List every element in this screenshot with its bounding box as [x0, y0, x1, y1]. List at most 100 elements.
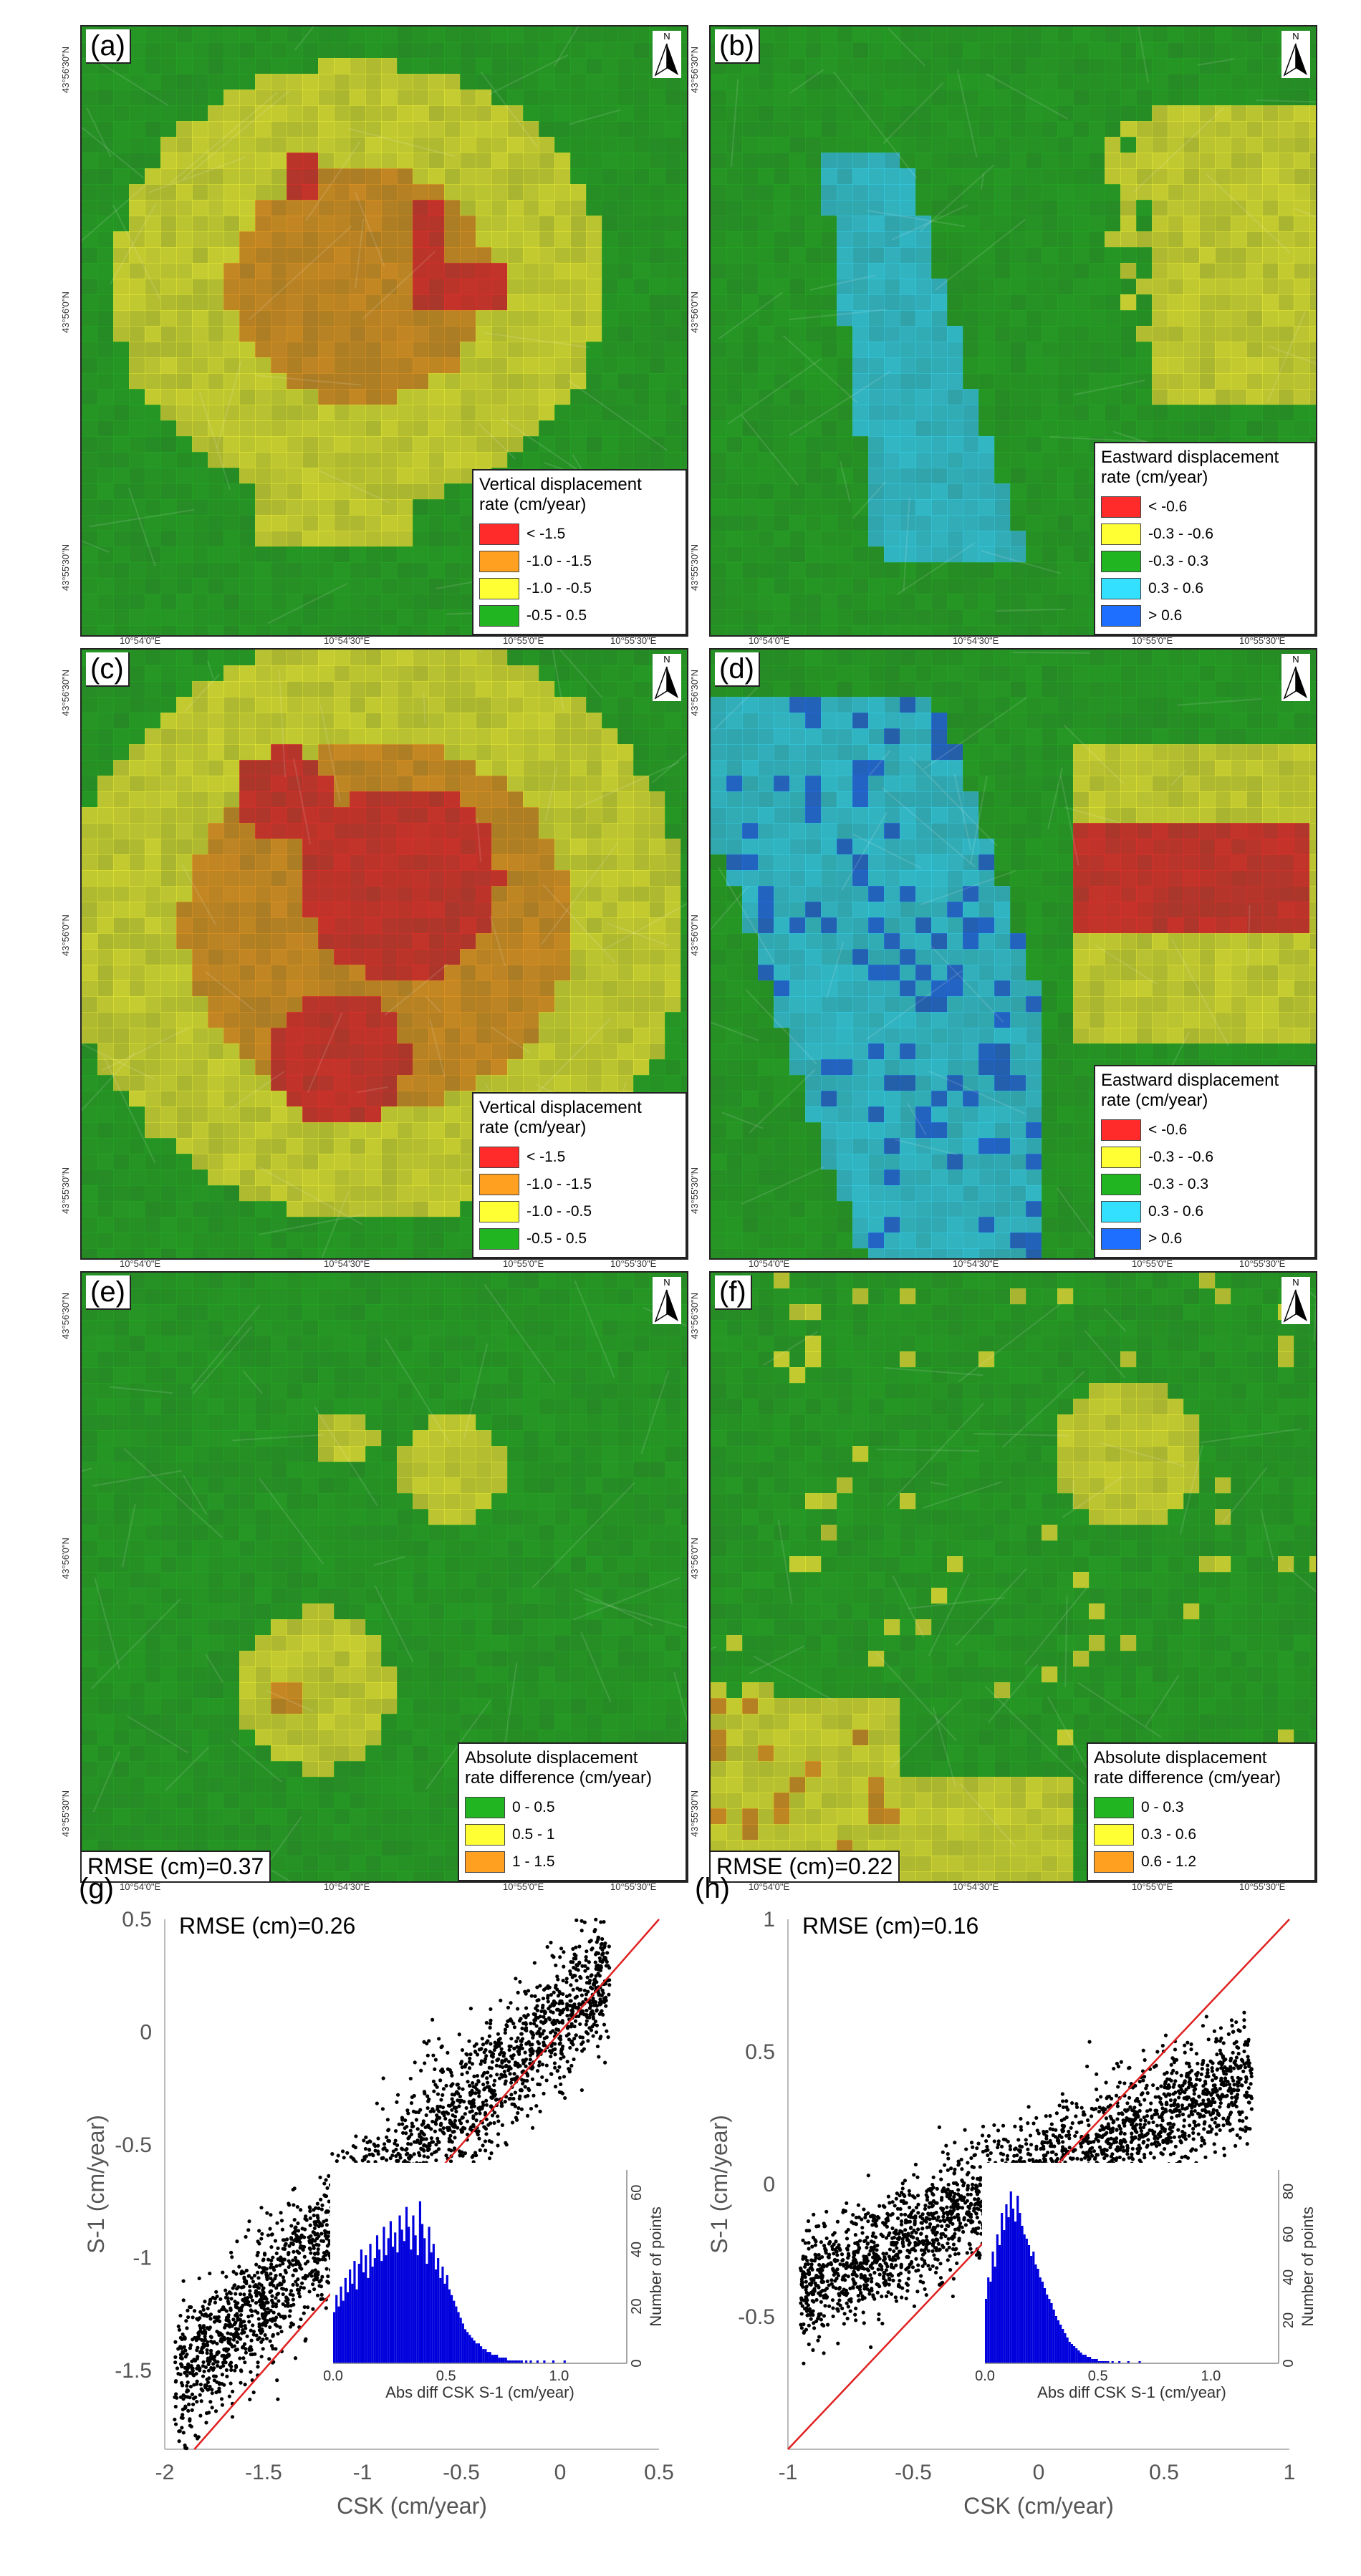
data-point — [173, 2422, 178, 2426]
data-point — [315, 2201, 319, 2206]
data-point — [196, 2355, 200, 2359]
data-point — [292, 2203, 296, 2207]
data-point — [601, 1991, 605, 1995]
data-point — [568, 1972, 573, 1977]
data-point — [395, 2143, 400, 2148]
histogram-bar — [432, 2244, 435, 2363]
data-point — [551, 2047, 555, 2052]
data-point — [476, 2080, 481, 2084]
data-point — [315, 2260, 319, 2265]
data-point — [1232, 2083, 1236, 2087]
data-point — [246, 2274, 251, 2278]
data-point — [867, 2252, 871, 2257]
data-point — [420, 2123, 424, 2127]
data-point — [299, 2285, 303, 2290]
histogram-bar — [423, 2238, 426, 2363]
data-point — [1247, 2100, 1251, 2105]
data-point — [218, 2365, 223, 2370]
data-point — [1242, 2018, 1246, 2022]
data-point — [883, 2271, 887, 2276]
data-point — [526, 2012, 530, 2017]
data-point — [592, 2022, 597, 2027]
histogram-bar — [425, 2264, 428, 2363]
data-point — [1079, 2141, 1083, 2146]
data-point — [179, 2355, 183, 2360]
data-point — [324, 2223, 329, 2227]
data-point — [271, 2266, 276, 2270]
data-point — [898, 2206, 903, 2211]
data-point — [894, 2263, 898, 2267]
data-point — [433, 2129, 437, 2133]
data-point — [959, 2157, 963, 2162]
data-point — [257, 2325, 261, 2329]
data-point — [500, 2059, 504, 2063]
data-point — [247, 2219, 251, 2224]
data-point — [572, 1952, 577, 1957]
data-point — [503, 2030, 507, 2035]
data-point — [595, 2004, 599, 2008]
data-point — [1125, 2152, 1130, 2156]
data-point — [490, 2113, 495, 2118]
data-point — [810, 2267, 814, 2272]
data-point — [319, 2232, 324, 2236]
data-point — [549, 2072, 554, 2076]
data-point — [524, 2026, 529, 2030]
data-point — [1090, 2146, 1095, 2150]
data-point — [951, 2294, 955, 2299]
histogram-bar — [394, 2232, 397, 2363]
data-point — [579, 2088, 584, 2093]
data-point — [819, 2312, 823, 2316]
legend-item: 0.3 - 0.6 — [1094, 1821, 1309, 1848]
data-point — [220, 2382, 224, 2386]
data-point — [269, 2213, 273, 2217]
data-point — [1005, 2153, 1010, 2158]
data-point — [271, 2304, 275, 2308]
data-point — [1130, 2131, 1134, 2136]
data-point — [1024, 2138, 1028, 2142]
data-point — [853, 2272, 858, 2277]
data-point — [951, 2205, 956, 2209]
data-point — [924, 2216, 929, 2220]
data-point — [821, 2262, 825, 2267]
data-point — [939, 2198, 944, 2202]
data-point — [1130, 2138, 1135, 2143]
data-point — [204, 2421, 208, 2425]
data-point — [291, 2297, 295, 2302]
data-point — [1148, 2108, 1153, 2112]
data-point — [1228, 2056, 1233, 2060]
data-point — [303, 2227, 307, 2232]
data-point — [460, 2072, 464, 2077]
data-point — [217, 2389, 221, 2394]
data-point — [393, 2138, 398, 2143]
data-point — [1034, 2144, 1039, 2148]
data-point — [1180, 2112, 1186, 2117]
data-point — [408, 2076, 413, 2081]
data-point — [1203, 2109, 1208, 2113]
data-point — [1108, 2145, 1112, 2150]
histogram-bar — [466, 2332, 469, 2363]
data-point — [405, 2108, 410, 2113]
data-point — [1211, 2111, 1216, 2115]
data-point — [604, 2004, 608, 2008]
lon-tick-label: 10°54'30"E — [953, 1881, 999, 1892]
histogram-bar — [543, 2360, 546, 2363]
data-point — [291, 2273, 295, 2277]
data-point — [825, 2279, 829, 2284]
data-point — [937, 2125, 941, 2129]
histogram-bar — [410, 2249, 413, 2363]
data-point — [552, 2061, 557, 2065]
data-point — [185, 2390, 189, 2394]
data-point — [1218, 2039, 1222, 2043]
data-point — [1031, 2121, 1036, 2126]
data-point — [526, 2093, 530, 2098]
data-point — [404, 2152, 409, 2156]
data-point — [431, 2079, 436, 2084]
data-point — [313, 2222, 317, 2227]
data-point — [440, 2044, 444, 2048]
histogram-bar — [385, 2255, 388, 2363]
data-point — [1244, 2116, 1249, 2120]
data-point — [594, 1967, 598, 1971]
data-point — [856, 2242, 860, 2247]
data-point — [1090, 2153, 1095, 2158]
data-point — [981, 2149, 986, 2154]
